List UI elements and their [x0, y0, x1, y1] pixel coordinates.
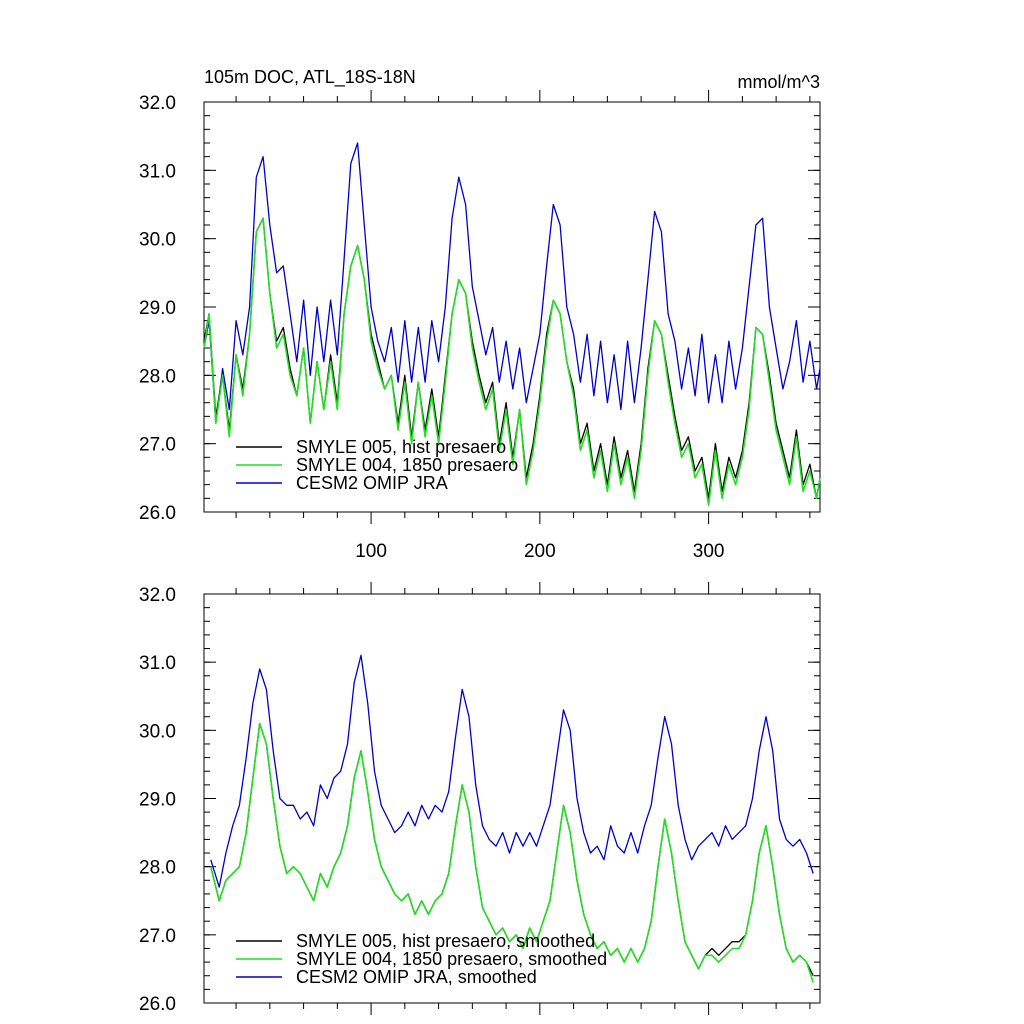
x-tick-label: 100 — [355, 541, 387, 562]
series-line-smyle004 — [210, 722, 814, 983]
units-label: mmol/m^3 — [738, 72, 820, 92]
y-tick-label: 32.0 — [139, 93, 176, 114]
legend-label: CESM2 OMIP JRA, smoothed — [296, 967, 537, 987]
series-line-omip — [210, 654, 814, 888]
series-line-omip — [203, 142, 821, 424]
chart-title: 105m DOC, ATL_18S-18N — [204, 67, 416, 88]
y-tick-label: 30.0 — [139, 230, 176, 251]
y-tick-label: 26.0 — [139, 503, 176, 524]
y-tick-label: 31.0 — [139, 653, 176, 674]
legend-label: SMYLE 005, hist presaero — [296, 437, 506, 457]
y-tick-label: 26.0 — [139, 994, 176, 1015]
legend-label: SMYLE 004, 1850 presaero — [296, 455, 518, 475]
top-panel: 26.0 27.0 28.0 29.0 30.0 31.0 32.0 100 200 300 SMY… — [139, 90, 821, 562]
y-tick-label: 28.0 — [139, 366, 176, 387]
legend-label: SMYLE 005, hist presaero, smoothed — [296, 931, 595, 951]
y-tick-label: 30.0 — [139, 721, 176, 742]
y-tick-label: 27.0 — [139, 435, 176, 456]
y-tick-label: 32.0 — [139, 585, 176, 606]
series-line-smyle004 — [203, 217, 821, 507]
y-tick-label: 29.0 — [139, 790, 176, 811]
y-tick-label: 28.0 — [139, 858, 176, 879]
bottom-panel: 26.0 27.0 28.0 29.0 30.0 31.0 32.0 SMYLE 005, h… — [139, 582, 821, 1015]
x-tick-label: 300 — [693, 541, 725, 562]
y-tick-label: 31.0 — [139, 161, 176, 182]
x-tick-label: 200 — [524, 541, 556, 562]
legend-label: CESM2 OMIP JRA — [296, 473, 448, 493]
y-tick-label: 29.0 — [139, 298, 176, 319]
legend-label: SMYLE 004, 1850 presaero, smoothed — [296, 949, 607, 969]
y-tick-label: 27.0 — [139, 926, 176, 947]
